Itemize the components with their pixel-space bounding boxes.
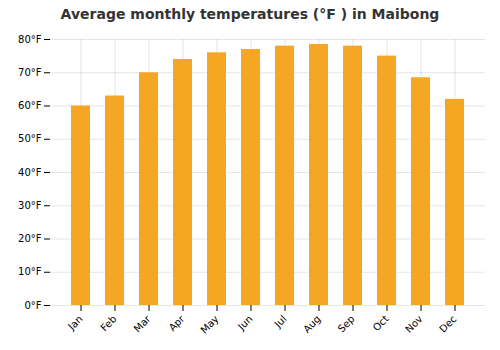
svg-text:May: May (198, 313, 220, 335)
svg-text:70°F: 70°F (18, 67, 42, 78)
svg-text:20°F: 20°F (18, 233, 42, 244)
svg-text:0°F: 0°F (24, 300, 41, 311)
svg-text:Nov: Nov (403, 313, 425, 335)
svg-text:Feb: Feb (98, 313, 118, 333)
html-text:Average monthly temperatures (: Average monthly temperatures (°F ) in Ma… (60, 6, 440, 22)
svg-text:Jan: Jan (65, 313, 84, 332)
svg-text:Jul: Jul (272, 313, 289, 330)
svg-text:Oct: Oct (371, 313, 391, 333)
svg-text:60°F: 60°F (18, 100, 42, 111)
svg-text:Apr: Apr (167, 313, 188, 334)
svg-text:Mar: Mar (132, 313, 154, 335)
svg-text:Sep: Sep (336, 313, 357, 334)
svg-text:30°F: 30°F (18, 200, 42, 211)
svg-text:40°F: 40°F (18, 167, 42, 178)
svg-text:50°F: 50°F (18, 133, 42, 144)
svg-text:Aug: Aug (301, 313, 323, 335)
svg-text:Jun: Jun (235, 313, 255, 333)
svg-text:80°F: 80°F (18, 34, 42, 45)
svg-text:Dec: Dec (437, 313, 458, 334)
svg-text:10°F: 10°F (18, 266, 42, 277)
